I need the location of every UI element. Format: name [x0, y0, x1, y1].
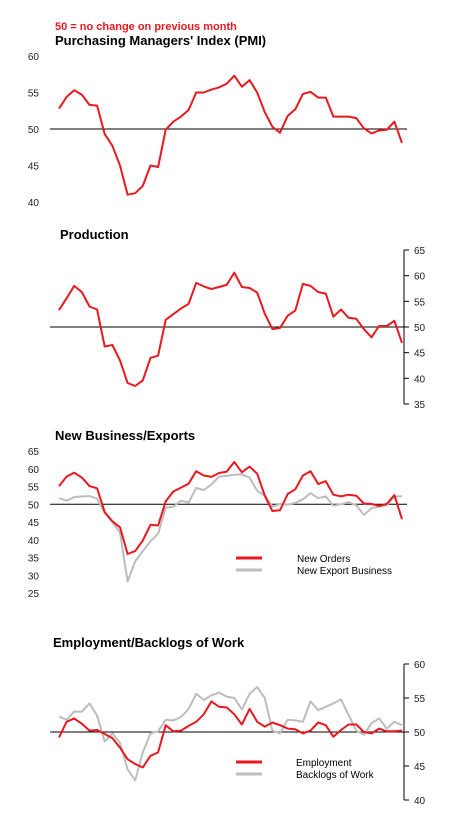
- chart-panel-3: New Business/Exports 25 30 35 40 45 50 55 60 65 Ne…: [28, 428, 407, 600]
- legend-label-new-export-business: New Export Business: [297, 566, 392, 577]
- y-tick-label: 40: [414, 374, 426, 385]
- y-tick-label: 45: [414, 762, 426, 773]
- y-tick-label: 45: [414, 349, 426, 360]
- y-tick-label: 65: [28, 447, 40, 458]
- series-line-panel-2: [58, 271, 403, 387]
- y-tick-label: 65: [414, 246, 426, 257]
- chart-panel-4: Employment/Backlogs of Work 40 45 50 55 60 Emp…: [50, 635, 426, 807]
- y-tick-label: 60: [414, 660, 426, 671]
- y-tick-label: 50: [28, 125, 40, 136]
- chart-title: Employment/Backlogs of Work: [53, 635, 245, 650]
- note-text: 50 = no change on previous month: [55, 21, 237, 33]
- y-tick-label: 40: [414, 796, 426, 807]
- series-line-new-orders: [58, 461, 403, 555]
- y-tick-label: 40: [28, 536, 40, 547]
- series-line-new-export-business: [58, 473, 403, 583]
- series-line-employment: [58, 700, 403, 769]
- y-tick-label: 50: [414, 323, 426, 334]
- chart-panels: Purchasing Managers' Index (PMI) 40 45 50 55…: [28, 33, 426, 807]
- y-tick-label: 50: [28, 500, 40, 511]
- y-tick-label: 60: [28, 52, 40, 63]
- chart-panel-1: Purchasing Managers' Index (PMI) 40 45 50 55…: [28, 33, 407, 209]
- y-tick-label: 35: [28, 554, 40, 565]
- legend-label-backlogs-of-work: Backlogs of Work: [296, 770, 375, 781]
- y-tick-label: 25: [28, 589, 40, 600]
- y-tick-label: 30: [28, 571, 40, 582]
- chart-title: Production: [60, 227, 129, 242]
- y-tick-label: 45: [28, 518, 40, 529]
- series-line-panel-1: [58, 74, 403, 196]
- y-tick-label: 50: [414, 728, 426, 739]
- y-tick-label: 55: [28, 483, 40, 494]
- legend-label-new-orders: New Orders: [297, 554, 350, 565]
- y-tick-label: 40: [28, 198, 40, 209]
- y-tick-label: 60: [414, 272, 426, 283]
- y-tick-label: 60: [28, 465, 40, 476]
- series-line-backlogs-of-work: [58, 686, 403, 782]
- chart-title: New Business/Exports: [55, 428, 195, 443]
- legend-label-employment: Employment: [296, 758, 352, 769]
- y-tick-label: 55: [28, 89, 40, 100]
- y-tick-label: 35: [414, 400, 426, 411]
- chart-panel-2: Production 35 40 45 50 55 60 65: [50, 227, 426, 411]
- y-tick-label: 45: [28, 162, 40, 173]
- chart-title: Purchasing Managers' Index (PMI): [55, 33, 266, 48]
- y-tick-label: 55: [414, 694, 426, 705]
- y-tick-label: 55: [414, 297, 426, 308]
